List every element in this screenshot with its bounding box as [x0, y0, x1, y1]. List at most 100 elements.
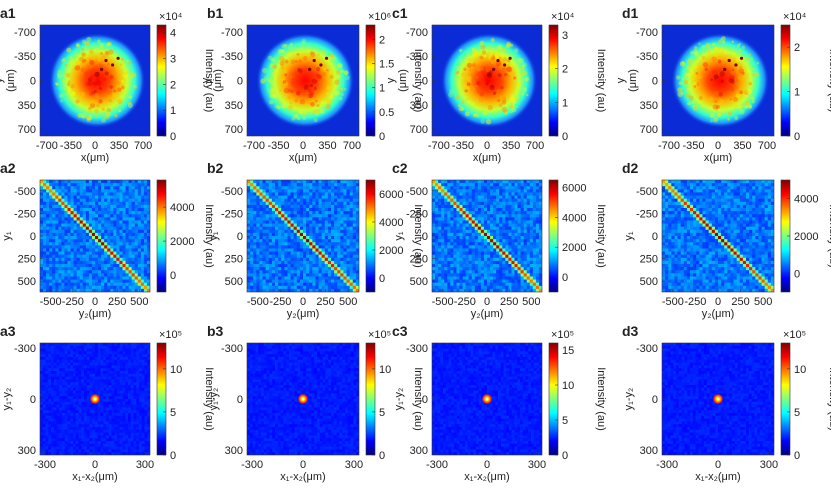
panel-c2: c2-500 -250 0 250 500-500-2500250500y₂(μm)y₁… [392, 160, 607, 320]
y-tick-label: -700 [14, 27, 36, 39]
panel-b3: b3 -300 0 300 -300 0 300 x₁-x₂(μm) y₁-y₂ 0 5 10 ×10⁵… [207, 323, 424, 483]
y-tick-label: -300 [636, 343, 658, 355]
x-tick-label: 350 [502, 140, 520, 152]
colorbar [548, 179, 559, 293]
colorbar [365, 179, 376, 293]
y-tick-label: 0 [30, 231, 36, 243]
x-tick-label: 350 [110, 140, 128, 152]
colorbar-tick-label: 6000 [562, 182, 586, 194]
colorbar-tick-label: 1.5 [379, 59, 394, 71]
x-tick-label: 0 [92, 459, 98, 471]
panel-label: d3 [622, 323, 639, 339]
colorbar-tick-label: 2000 [170, 236, 194, 248]
panel-label: c2 [392, 160, 408, 176]
y-tick-label: 500 [225, 276, 243, 288]
colorbar-tick-label: 0 [562, 450, 568, 462]
colorbar-tick-label: 1 [562, 97, 568, 109]
x-tick-label: 700 [758, 140, 776, 152]
colorbar-tick-label: 5 [794, 407, 800, 419]
y-axis-label: y₁ [393, 231, 405, 241]
colorbar-tick-label: 0 [562, 131, 568, 143]
panel-a1: a1-700-3500350700-700-3500350700x(μm)y(μ… [0, 5, 215, 164]
y-tick-label: 0 [237, 394, 243, 406]
x-tick-label: 250 [500, 296, 518, 308]
panel-b2: b2-500 -250 0 250 500-500-2500250500y₂(μm)y₁… [207, 160, 424, 320]
heatmap-c2 [432, 180, 542, 292]
y-tick-label: 0 [30, 394, 36, 406]
colorbar-tick-label: 2000 [379, 245, 403, 257]
y-axis-label: y₁-y₂ [393, 388, 405, 411]
y-tick-label: 250 [410, 254, 428, 266]
colorbar [365, 342, 376, 456]
heatmap-c3 [432, 343, 542, 455]
colorbar-tick-label: 2 [170, 79, 176, 91]
y-tick-label: 0 [652, 76, 658, 88]
colorbar-exponent: ×10⁵ [368, 329, 391, 341]
y-tick-label: 0 [652, 231, 658, 243]
colorbar-tick-label: 0.5 [379, 107, 394, 119]
x-tick-label: -250 [269, 296, 291, 308]
y-tick-label: -500 [221, 186, 243, 198]
y-tick-label: -250 [14, 208, 36, 220]
colorbar-tick-label: 0 [562, 272, 568, 284]
y-tick-label: 500 [410, 276, 428, 288]
heatmap-b3 [247, 343, 359, 455]
colorbar-title: Intensity (au) [412, 367, 424, 431]
colorbar [156, 179, 167, 293]
y-tick-label: -250 [221, 208, 243, 220]
y-axis-label: y₁-y₂ [208, 388, 220, 411]
colorbar-title: Intensity (au) [827, 367, 831, 431]
colorbar-tick-label: 3 [562, 30, 568, 42]
panel-label: a3 [0, 323, 16, 339]
colorbar-title: Intensity (au) [595, 204, 607, 268]
y-tick-label: -500 [636, 186, 658, 198]
x-axis-label: x(μm) [81, 152, 109, 164]
colorbar-tick-label: 4000 [379, 217, 403, 229]
y-tick-label: 250 [18, 254, 36, 266]
y-tick-label: -300 [406, 343, 428, 355]
colorbar-tick-label: 2 [794, 42, 800, 54]
x-axis-label: x₁-x₂(μm) [72, 471, 117, 483]
y-tick-label: 500 [640, 276, 658, 288]
colorbar-tick-label: 5 [170, 407, 176, 419]
x-tick-label: 300 [528, 459, 546, 471]
x-tick-label: 0 [300, 459, 306, 471]
colorbar [156, 342, 167, 456]
panel-label: a2 [0, 160, 16, 176]
y-axis-label: y₁ [623, 231, 635, 241]
colorbar-tick-label: 3 [170, 54, 176, 66]
panel-a3: a3 -300 0 300 -300 0 300 x₁-x₂(μm) y₁-y₂ 0 5 10 ×10⁵… [0, 323, 215, 483]
heatmap-a3 [40, 343, 150, 455]
colorbar-title: Intensity (au) [827, 49, 831, 113]
x-tick-label: -700 [658, 140, 680, 152]
colorbar-exponent: ×10⁴ [159, 11, 183, 23]
x-tick-label: 250 [108, 296, 126, 308]
colorbar-title: Intensity (au) [412, 49, 424, 113]
colorbar-tick-label: 10 [170, 364, 182, 376]
x-tick-label: 700 [134, 140, 152, 152]
y-tick-label: -700 [406, 27, 428, 39]
panel-label: c3 [392, 323, 408, 339]
x-tick-label: 350 [318, 140, 336, 152]
y-axis-label: y₁-y₂ [623, 388, 635, 411]
y-tick-label: -300 [221, 343, 243, 355]
colorbar-tick-label: 0 [170, 450, 176, 462]
colorbar-tick-label: 4000 [170, 202, 194, 214]
colorbar-exponent: ×10⁵ [551, 329, 574, 341]
colorbar-tick-label: 0 [794, 450, 800, 462]
x-axis-label: x(μm) [473, 152, 501, 164]
x-axis-label: x(μm) [704, 152, 732, 164]
panel-label: b1 [207, 5, 224, 21]
colorbar-tick-label: 5 [379, 407, 385, 419]
y-tick-label: 350 [410, 100, 428, 112]
y-tick-label: -350 [14, 51, 36, 63]
x-tick-label: 350 [733, 140, 751, 152]
colorbar-title: Intensity (au) [203, 204, 215, 268]
y-axis-label: y [385, 77, 397, 83]
colorbar-tick-label: 1 [379, 83, 385, 95]
colorbar-exponent: ×10⁶ [368, 11, 391, 23]
y-tick-label: 700 [640, 124, 658, 136]
y-tick-label: -350 [406, 51, 428, 63]
y-tick-label: -700 [221, 27, 243, 39]
x-axis-label: x₁-x₂(μm) [464, 471, 509, 483]
